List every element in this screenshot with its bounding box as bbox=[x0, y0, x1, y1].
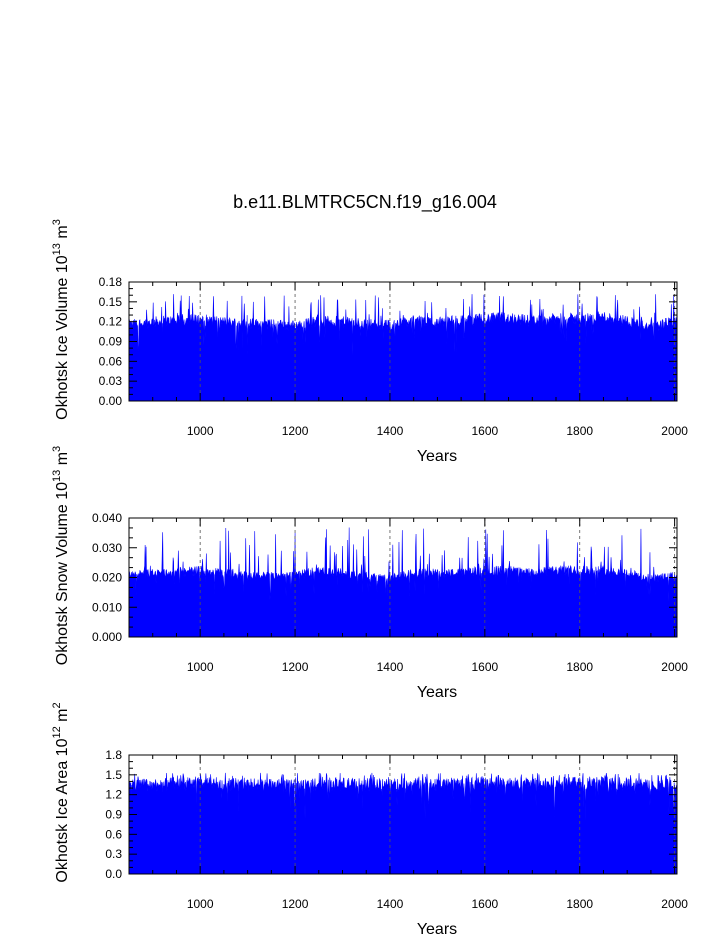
x-tick-label: 1400 bbox=[377, 897, 404, 911]
y-tick-label: 0.9 bbox=[105, 808, 122, 822]
y-tick-label: 0.00 bbox=[99, 394, 123, 408]
chart-title: b.e11.BLMTRC5CN.f19_g16.004 bbox=[233, 192, 497, 213]
ice-volume-panel: 1000 1200 1400 1600 1800 2000 0.00 0.03 0.06 0.09… bbox=[51, 219, 688, 465]
x-tick-label: 1000 bbox=[187, 424, 214, 438]
ice-area-panel: 1000 1200 1400 1600 1800 2000 0.0 0.3 0.6 0.9 1.2 1… bbox=[51, 702, 688, 938]
x-axis-label: Years bbox=[417, 684, 457, 701]
x-tick-label: 1600 bbox=[471, 897, 498, 911]
y-tick-label: 0.0 bbox=[105, 867, 122, 881]
x-tick-label: 1400 bbox=[377, 424, 404, 438]
y-tick-label: 1.5 bbox=[105, 768, 122, 782]
y-tick-label: 1.2 bbox=[105, 788, 122, 802]
y-tick-label: 0.6 bbox=[105, 827, 122, 841]
x-tick-label: 1800 bbox=[566, 424, 593, 438]
x-tick-label: 1000 bbox=[187, 897, 214, 911]
y-tick-label: 0.3 bbox=[105, 847, 122, 861]
y-tick-label: 0.03 bbox=[99, 374, 123, 388]
y-tick-label: 0.18 bbox=[99, 275, 123, 289]
y-axis-label: Okhotsk Ice Area 1012 m2 bbox=[51, 702, 71, 882]
y-label-unit-exp: 2 bbox=[51, 702, 63, 708]
series-area bbox=[128, 772, 678, 875]
y-label-text: Okhotsk Snow Volume 10 bbox=[54, 482, 71, 665]
y-label-exp: 12 bbox=[51, 726, 63, 738]
x-tick-label: 2000 bbox=[661, 660, 688, 674]
x-tick-label: 1000 bbox=[187, 660, 214, 674]
x-tick-label: 1400 bbox=[377, 660, 404, 674]
x-tick-label: 2000 bbox=[661, 424, 688, 438]
y-tick-label: 0.000 bbox=[92, 630, 122, 644]
y-tick-label: 0.12 bbox=[99, 315, 123, 329]
y-tick-label: 0.040 bbox=[92, 511, 122, 525]
y-tick-label: 0.06 bbox=[99, 354, 123, 368]
y-axis-label: Okhotsk Ice Volume 1013 m3 bbox=[51, 219, 71, 420]
y-tick-label: 0.030 bbox=[92, 541, 122, 555]
x-tick-label: 1800 bbox=[566, 660, 593, 674]
x-tick-label: 1200 bbox=[282, 897, 309, 911]
y-tick-label: 0.020 bbox=[92, 571, 122, 585]
x-tick-label: 1800 bbox=[566, 897, 593, 911]
y-label-unit-exp: 3 bbox=[51, 446, 63, 452]
x-tick-label: 1200 bbox=[282, 660, 309, 674]
y-label-text: Okhotsk Ice Area 10 bbox=[54, 738, 71, 882]
y-tick-label: 0.010 bbox=[92, 600, 122, 614]
series-area bbox=[128, 294, 678, 402]
y-label-exp: 13 bbox=[51, 470, 63, 482]
x-axis-label: Years bbox=[417, 921, 457, 935]
x-tick-label: 2000 bbox=[661, 897, 688, 911]
snow-volume-panel: 1000 1200 1400 1600 1800 2000 0.000 0.010 0.020 0… bbox=[51, 446, 688, 701]
y-label-unit: m bbox=[54, 452, 71, 470]
y-label-text: Okhotsk Ice Volume 10 bbox=[54, 255, 71, 420]
x-axis-label: Years bbox=[417, 448, 457, 465]
y-tick-label: 0.09 bbox=[99, 335, 123, 349]
y-label-unit: m bbox=[54, 709, 71, 727]
y-axis-label: Okhotsk Snow Volume 1013 m3 bbox=[51, 446, 71, 665]
series-area bbox=[128, 527, 678, 638]
y-label-unit: m bbox=[54, 225, 71, 243]
x-tick-label: 1600 bbox=[471, 424, 498, 438]
y-label-unit-exp: 3 bbox=[51, 219, 63, 225]
y-tick-label: 0.15 bbox=[99, 295, 123, 309]
x-tick-label: 1600 bbox=[471, 660, 498, 674]
x-tick-label: 1200 bbox=[282, 424, 309, 438]
y-label-exp: 13 bbox=[51, 243, 63, 255]
y-tick-label: 1.8 bbox=[105, 748, 122, 762]
